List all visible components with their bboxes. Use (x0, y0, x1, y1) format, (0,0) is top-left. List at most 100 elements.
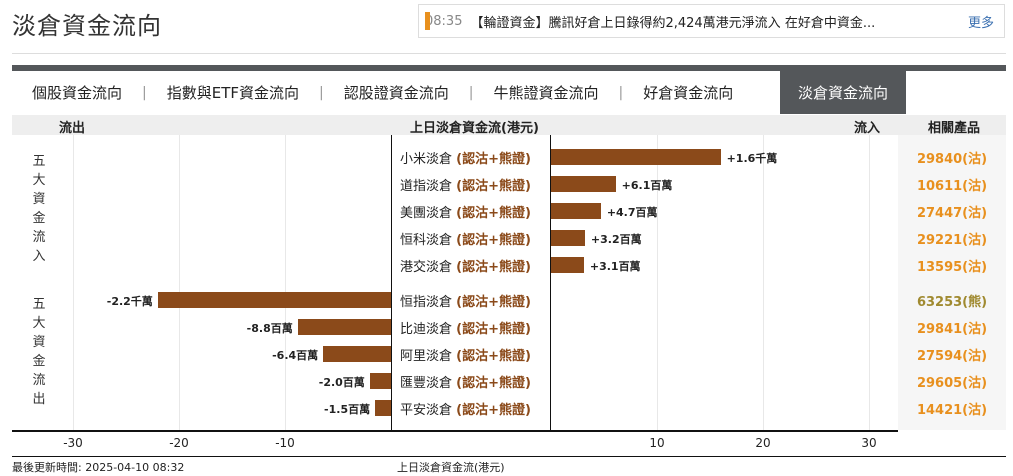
gridline (285, 135, 286, 430)
underlying-name: 美團淡倉 (400, 206, 457, 221)
underlying-name: 阿里淡倉 (400, 349, 457, 364)
related-product-link[interactable]: 29605(沽) (916, 376, 988, 391)
products-column (898, 135, 1006, 430)
underlying-name: 道指淡倉 (400, 179, 457, 194)
warrant-type: (認沽+熊證) (456, 403, 531, 418)
related-product-link[interactable]: 27447(沽) (916, 206, 988, 221)
row-name[interactable]: 小米淡倉 (認沽+熊證) (400, 148, 531, 167)
news-headline[interactable]: 【輪證資金】騰訊好倉上日錄得約2,424萬港元淨流入 在好倉中資金... (470, 15, 876, 31)
news-marker (425, 12, 430, 30)
warrant-type: (認沽+熊證) (456, 206, 531, 221)
row-name[interactable]: 港交淡倉 (認沽+熊證) (400, 256, 531, 275)
bar (551, 257, 584, 273)
related-product-link[interactable]: 29841(沽) (916, 322, 988, 337)
tab-bar: 個股資金流向 | 指數與ETF資金流向 | 認股證資金流向 | 牛熊證資金流向 | 好倉… (12, 71, 1006, 114)
underlying-name: 匯豐淡倉 (400, 376, 457, 391)
warrant-type: (認沽+熊證) (456, 295, 531, 310)
outflow-side-label: 五大資金流出 (32, 297, 46, 407)
bar (323, 346, 391, 362)
tab-separator: | (142, 84, 147, 101)
tab-bar-top (12, 65, 1006, 71)
related-product-link[interactable]: 29840(沽) (916, 152, 988, 167)
related-product-link[interactable]: 14421(沽) (916, 403, 988, 418)
x-axis (12, 430, 898, 432)
header-products: 相關產品 (928, 121, 981, 136)
chart-header: 流出 上日淡倉資金流(港元) 流入 相關產品 (12, 115, 1006, 136)
warrant-type: (認沽+熊證) (456, 233, 531, 248)
row-name[interactable]: 道指淡倉 (認沽+熊證) (400, 175, 531, 194)
tab-long[interactable]: 好倉資金流向 (643, 84, 734, 102)
tab-separator: | (319, 84, 324, 101)
gridline (763, 135, 764, 430)
gridline (869, 135, 870, 430)
header-center: 上日淡倉資金流(港元) (410, 121, 539, 136)
row-name[interactable]: 阿里淡倉 (認沽+熊證) (400, 345, 531, 364)
related-product-link[interactable]: 63253(熊) (916, 295, 988, 310)
tab-stock[interactable]: 個股資金流向 (32, 84, 123, 102)
bar (369, 373, 391, 389)
row-name[interactable]: 匯豐淡倉 (認沽+熊證) (400, 372, 531, 391)
data-label: -2.2千萬 (106, 295, 153, 308)
x-tick-label: 30 (861, 436, 877, 450)
underlying-name: 恒指淡倉 (400, 295, 457, 310)
x-tick-label: -20 (169, 436, 189, 450)
footer-divider (12, 456, 1006, 457)
tab-separator: | (468, 84, 474, 101)
related-product-link[interactable]: 10611(沽) (916, 179, 988, 194)
data-label: +3.1百萬 (589, 260, 641, 273)
row-name[interactable]: 恒指淡倉 (認沽+熊證) (400, 291, 531, 310)
warrant-type: (認沽+熊證) (456, 260, 531, 275)
row-name[interactable]: 比迪淡倉 (認沽+熊證) (400, 318, 531, 337)
bar (551, 203, 601, 219)
x-tick-label: 10 (649, 436, 665, 450)
x-tick-label: -30 (63, 436, 83, 450)
tab-cbbc[interactable]: 牛熊證資金流向 (493, 84, 599, 102)
data-label: +3.2百萬 (590, 233, 642, 246)
data-label: -1.5百萬 (324, 403, 371, 416)
bar (551, 230, 585, 246)
news-ticker[interactable]: 08:35 【輪證資金】騰訊好倉上日錄得約2,424萬港元淨流入 在好倉中資金.… (418, 4, 1005, 38)
warrant-type: (認沽+熊證) (456, 179, 531, 194)
bar (375, 400, 391, 416)
row-name[interactable]: 平安淡倉 (認沽+熊證) (400, 399, 531, 418)
label-column (391, 135, 551, 430)
tab-separator: | (618, 84, 624, 101)
bar (551, 149, 721, 165)
tab-short[interactable]: 淡倉資金流向 (779, 71, 906, 114)
data-label: -2.0百萬 (318, 376, 365, 389)
gridline (73, 135, 74, 430)
header-inflow: 流入 (854, 121, 881, 136)
bar (157, 292, 391, 308)
bar (551, 176, 616, 192)
data-label: +4.7百萬 (606, 206, 658, 219)
bar (297, 319, 391, 335)
warrant-type: (認沽+熊證) (456, 349, 531, 364)
tab-warrant[interactable]: 認股證資金流向 (343, 84, 449, 102)
inflow-side-label: 五大資金流入 (32, 154, 46, 264)
row-name[interactable]: 恒科淡倉 (認沽+熊證) (400, 229, 531, 248)
underlying-name: 平安淡倉 (400, 403, 457, 418)
data-label: -8.8百萬 (246, 322, 293, 335)
underlying-name: 恒科淡倉 (400, 233, 457, 248)
x-axis-label: 上日淡倉資金流(港元) (397, 461, 505, 474)
related-product-link[interactable]: 29221(沽) (916, 233, 988, 248)
last-updated: 最後更新時間: 2025-04-10 08:32 (12, 461, 185, 474)
more-link[interactable]: 更多 (967, 15, 994, 31)
page-title: 淡倉資金流向 (12, 12, 162, 40)
x-tick-label: -10 (275, 436, 295, 450)
underlying-name: 比迪淡倉 (400, 322, 457, 337)
warrant-type: (認沽+熊證) (456, 322, 531, 337)
divider (12, 53, 1006, 54)
x-tick-label: 20 (755, 436, 771, 450)
data-label: +1.6千萬 (726, 152, 778, 165)
warrant-type: (認沽+熊證) (456, 376, 531, 391)
header-outflow: 流出 (59, 121, 86, 136)
data-label: -6.4百萬 (272, 349, 319, 362)
news-time: 08:35 (425, 13, 463, 29)
underlying-name: 小米淡倉 (400, 152, 457, 167)
row-name[interactable]: 美團淡倉 (認沽+熊證) (400, 202, 531, 221)
underlying-name: 港交淡倉 (400, 260, 457, 275)
tab-index-etf[interactable]: 指數與ETF資金流向 (166, 84, 300, 102)
related-product-link[interactable]: 13595(沽) (916, 260, 988, 275)
related-product-link[interactable]: 27594(沽) (916, 349, 988, 364)
